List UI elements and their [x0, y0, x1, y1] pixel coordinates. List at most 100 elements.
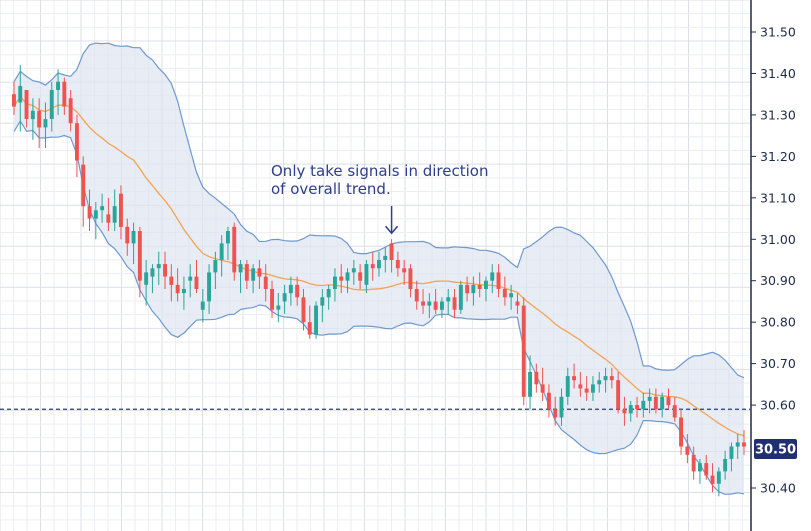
candle-body [12, 94, 16, 107]
candle-body [597, 380, 602, 385]
candle-body [295, 284, 300, 298]
candle-body [150, 268, 155, 277]
candle-body [307, 322, 312, 335]
candle-body [704, 463, 709, 476]
candle-body [194, 276, 199, 289]
sma-line [13, 95, 745, 437]
y-tick-label: 30.90 [760, 273, 796, 288]
candle-body [370, 264, 375, 269]
candle-body [288, 284, 293, 294]
candle-body [49, 90, 54, 119]
candle-body [301, 297, 306, 323]
candle-body [320, 297, 325, 306]
candle-body [213, 260, 218, 273]
candle-body [383, 255, 388, 260]
annotation-arrow-head [385, 225, 399, 235]
candle-body [226, 231, 230, 244]
candle-body [584, 388, 589, 393]
candle-body [622, 409, 627, 414]
candle-body [112, 206, 117, 223]
candle-body [131, 231, 136, 244]
candle-body [314, 305, 318, 335]
candle-body [106, 214, 111, 223]
candle-body [175, 284, 180, 294]
candle-body [484, 280, 488, 289]
candle-body [358, 272, 363, 281]
candle-body [679, 417, 683, 447]
candle-body [339, 276, 344, 281]
candle-body [559, 396, 564, 418]
candle-body [641, 400, 646, 410]
price-badge: 30.50 [754, 439, 797, 459]
candle-body [257, 268, 262, 277]
candle-body [698, 463, 702, 472]
candle-body [742, 442, 746, 447]
candle-body [282, 293, 287, 302]
upper-band-line [13, 42, 745, 379]
candle-body [200, 301, 205, 310]
candle-body [723, 459, 728, 472]
candle-body [628, 405, 633, 414]
candle-body [515, 301, 520, 306]
candle-body [68, 98, 73, 124]
candle-body [635, 405, 639, 410]
candle-body [207, 272, 211, 302]
candle-body [471, 284, 476, 294]
candle-body [458, 284, 463, 310]
candle-body [188, 276, 193, 281]
candle-body [364, 264, 369, 285]
candle-body [169, 276, 174, 285]
y-tick-label: 31.40 [760, 66, 796, 81]
candle-body [685, 446, 690, 455]
candle-body [270, 289, 274, 310]
candle-body [251, 268, 256, 281]
candle-body [729, 446, 734, 459]
candle-body [389, 243, 394, 260]
candle-body [716, 471, 721, 484]
candles [12, 65, 746, 497]
candle-body [144, 272, 149, 285]
candle-body [414, 289, 419, 302]
candle-body [502, 289, 507, 298]
candle-body [244, 264, 249, 281]
candle-body [75, 123, 79, 161]
candle-body [578, 384, 583, 389]
candle-body [490, 272, 495, 281]
annotation-line-2: of overall trend. [271, 180, 391, 198]
candle-body [496, 272, 501, 289]
candle-body [156, 264, 161, 269]
candle-body [30, 110, 35, 120]
candle-body [81, 164, 86, 207]
candle-body [465, 284, 470, 294]
candle-body [43, 119, 48, 128]
candle-body [591, 384, 595, 393]
y-tick-label: 31.00 [760, 232, 796, 247]
candle-body [672, 405, 677, 418]
candle-body [540, 384, 545, 393]
candle-body [509, 293, 514, 298]
candle-body [125, 226, 130, 244]
candle-body [93, 210, 98, 219]
price-badge-box [754, 439, 797, 459]
candle-body [603, 376, 608, 381]
price-badge-label: 30.50 [755, 443, 796, 458]
y-tick-label: 30.60 [760, 398, 796, 413]
candle-body [37, 110, 42, 128]
candle-body [87, 206, 92, 219]
candle-body [238, 264, 243, 273]
candle-body [276, 305, 281, 310]
candle-body [427, 301, 432, 306]
candle-body [452, 297, 457, 310]
y-tick-label: 31.30 [760, 107, 796, 122]
candle-body [232, 226, 237, 273]
annotation-line-1: Only take signals in direction [271, 162, 488, 180]
candle-body [647, 396, 652, 401]
candle-body [528, 371, 532, 397]
candle-body [666, 396, 671, 406]
candle-body [534, 371, 539, 385]
candle-body [345, 272, 350, 281]
y-tick-label: 30.40 [760, 481, 796, 496]
candle-body [710, 475, 715, 484]
candle-body [521, 305, 526, 397]
